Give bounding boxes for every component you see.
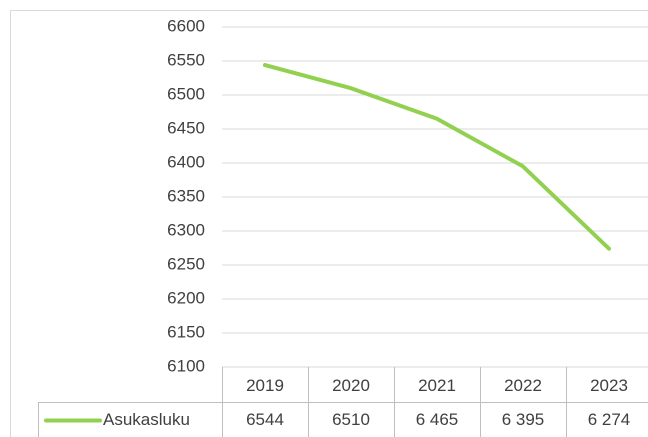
x-tick-label: 2021 [418, 376, 456, 395]
y-tick-label: 6450 [167, 118, 205, 137]
x-tick-label: 2023 [590, 376, 628, 395]
y-tick-label: 6200 [167, 288, 205, 307]
data-table-value: 6 465 [416, 410, 459, 429]
y-tick-label: 6550 [167, 50, 205, 69]
data-table-value: 6 274 [588, 410, 631, 429]
y-tick-label: 6600 [167, 16, 205, 35]
data-table-value: 6544 [246, 410, 284, 429]
legend-label: Asukasluku [103, 410, 190, 429]
x-tick-label: 2019 [246, 376, 284, 395]
data-line [263, 63, 611, 251]
y-tick-label: 6400 [167, 152, 205, 171]
x-tick-label: 2022 [504, 376, 542, 395]
y-tick-label: 6500 [167, 84, 205, 103]
x-tick-label: 2020 [332, 376, 370, 395]
y-tick-label: 6250 [167, 254, 205, 273]
chart-frame [10, 10, 648, 437]
data-table-value: 6510 [332, 410, 370, 429]
y-tick-label: 6300 [167, 220, 205, 239]
y-tick-label: 6150 [167, 322, 205, 341]
y-tick-label: 6350 [167, 186, 205, 205]
y-tick-label: 6100 [167, 356, 205, 375]
data-table-value: 6 395 [502, 410, 545, 429]
